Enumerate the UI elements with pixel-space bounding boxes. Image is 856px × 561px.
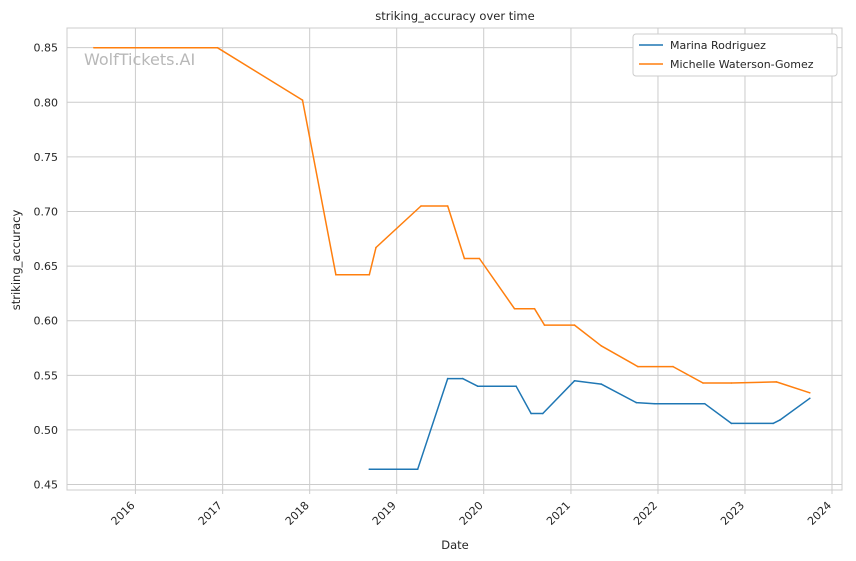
chart-title: striking_accuracy over time: [375, 9, 534, 23]
x-tick-label: 2024: [805, 499, 834, 528]
data-point-marina-rodriguez: [809, 397, 811, 400]
y-tick-label: 0.80: [34, 96, 59, 109]
legend-box: [632, 33, 838, 77]
data-point-marina-rodriguez: [635, 401, 638, 404]
data-point-marina-rodriguez: [772, 422, 774, 425]
data-point-marina-rodriguez: [368, 468, 371, 471]
data-point-michelle-waterson-gomez: [301, 99, 304, 101]
x-tick-label: 2023: [718, 499, 747, 528]
data-point-michelle-waterson-gomez: [730, 382, 733, 384]
grid-lines: [67, 28, 842, 490]
data-point-marina-rodriguez: [600, 383, 602, 385]
data-point-michelle-waterson-gomez: [446, 205, 449, 207]
data-point-michelle-waterson-gomez: [93, 46, 95, 49]
plot-frame: [66, 27, 843, 491]
data-point-michelle-waterson-gomez: [600, 345, 602, 347]
y-tick-label: 0.70: [34, 205, 59, 218]
data-point-marina-rodriguez: [542, 412, 544, 415]
data-point-marina-rodriguez: [416, 468, 419, 471]
y-tick-label: 0.75: [34, 151, 59, 164]
data-point-marina-rodriguez: [779, 419, 781, 421]
data-point-michelle-waterson-gomez: [420, 205, 422, 207]
y-tick-label: 0.85: [34, 42, 59, 55]
data-point-michelle-waterson-gomez: [573, 324, 576, 326]
data-point-marina-rodriguez: [730, 422, 733, 425]
data-point-michelle-waterson-gomez: [672, 365, 674, 368]
y-tick-label: 0.55: [34, 369, 59, 382]
data-point-marina-rodriguez: [515, 385, 517, 388]
data-point-michelle-waterson-gomez: [513, 307, 516, 310]
data-point-michelle-waterson-gomez: [775, 381, 778, 383]
data-point-michelle-waterson-gomez: [478, 257, 481, 260]
x-tick-label: 2021: [544, 499, 573, 528]
data-point-marina-rodriguez: [703, 402, 706, 405]
x-tick-label: 2018: [283, 499, 312, 528]
legend: Marina Rodriguez Michelle Waterson-Gomez: [632, 33, 838, 77]
data-point-marina-rodriguez: [446, 377, 449, 380]
y-tick-label: 0.65: [34, 260, 59, 273]
y-axis-label: striking_accuracy: [9, 210, 23, 311]
data-point-marina-rodriguez: [653, 402, 656, 405]
data-point-michelle-waterson-gomez: [335, 274, 337, 276]
x-tick-label: 2019: [370, 499, 399, 528]
watermark: WolfTickets.AI: [84, 50, 195, 69]
data-point-marina-rodriguez: [573, 380, 576, 382]
data-point-michelle-waterson-gomez: [216, 46, 219, 49]
series-layer: [93, 46, 811, 471]
x-axis-label: Date: [441, 538, 469, 552]
data-point-michelle-waterson-gomez: [368, 274, 371, 276]
y-tick-label: 0.45: [34, 479, 59, 492]
x-tick-label: 2020: [457, 499, 486, 528]
y-tick-label: 0.60: [34, 315, 59, 328]
x-tick-label: 2017: [196, 499, 225, 528]
data-point-michelle-waterson-gomez: [463, 257, 466, 260]
data-point-michelle-waterson-gomez: [809, 392, 811, 394]
x-tick-label: 2022: [631, 499, 660, 528]
data-point-michelle-waterson-gomez: [702, 382, 704, 384]
data-point-marina-rodriguez: [530, 412, 532, 415]
legend-label-michelle-waterson-gomez: Michelle Waterson-Gomez: [670, 58, 814, 71]
data-point-michelle-waterson-gomez: [543, 324, 546, 326]
x-axis-ticks: 2016 2017 2018 2019 2020 2021 2022 2023 2024: [109, 490, 834, 528]
y-tick-label: 0.50: [34, 424, 59, 437]
data-point-michelle-waterson-gomez: [533, 307, 536, 310]
data-point-marina-rodriguez: [461, 377, 464, 380]
x-tick-label: 2016: [109, 499, 138, 528]
data-point-marina-rodriguez: [476, 385, 479, 388]
plot-background: [67, 28, 842, 490]
legend-label-marina-rodriguez: Marina Rodriguez: [670, 39, 766, 52]
data-point-michelle-waterson-gomez: [375, 246, 377, 249]
y-axis-ticks: 0.45 0.50 0.55 0.60 0.65 0.70 0.75 0.80 0.85: [34, 42, 59, 492]
data-point-michelle-waterson-gomez: [637, 365, 639, 368]
